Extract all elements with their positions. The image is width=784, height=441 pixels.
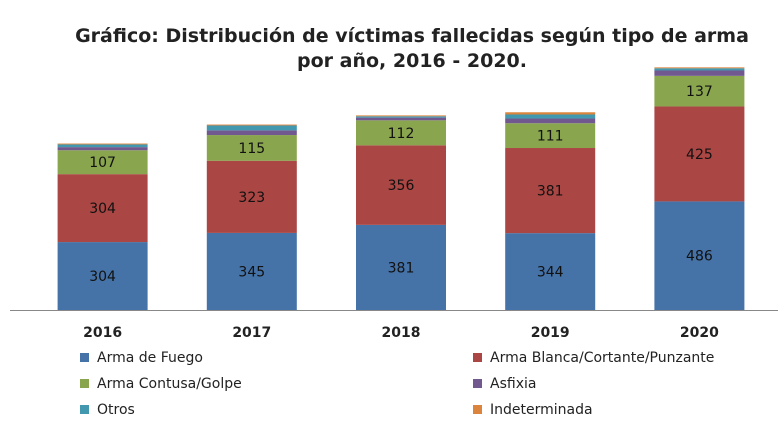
- bar-segment: [356, 145, 446, 225]
- legend-item: Indeterminada: [473, 402, 593, 418]
- bar-segment: [206, 124, 297, 126]
- bar-segment: [206, 125, 297, 131]
- bar-segment: [505, 118, 596, 124]
- bar-segment: [654, 67, 745, 69]
- bar-stack-2017: 345 323 115: [206, 124, 297, 310]
- bar-segment: [206, 160, 297, 233]
- bar-segment: [505, 148, 596, 234]
- data-label: 381: [388, 260, 415, 276]
- bar-segment: [206, 135, 297, 161]
- bar-segment: [356, 117, 446, 121]
- bar-segment: [654, 70, 745, 76]
- bar-segment: [505, 114, 596, 119]
- bar-segment: [206, 130, 297, 136]
- legend-label: Arma Contusa/Golpe: [97, 376, 242, 392]
- chart-title: Gráfico: Distribución de víctimas fallec…: [75, 25, 749, 72]
- bar-segment: [505, 123, 596, 149]
- bar-segment: [654, 106, 745, 202]
- bar-stack-2018: 381 356 112: [356, 115, 446, 310]
- x-tick-label: 2017: [232, 325, 271, 341]
- data-label: 304: [89, 269, 116, 285]
- legend-item: Arma Contusa/Golpe: [80, 376, 242, 392]
- bar-segment: [505, 233, 596, 310]
- bar-segment: [206, 232, 297, 310]
- x-tick-labels: 2016 2017 2018 2019 2020: [83, 325, 719, 341]
- bar-segment: [356, 115, 446, 117]
- data-label: 381: [537, 184, 564, 200]
- bar-segment: [57, 242, 148, 310]
- bar-segment: [356, 224, 446, 310]
- bars: 3043041073453231153813561123443811114864…: [57, 67, 745, 310]
- legend-label: Arma de Fuego: [97, 350, 203, 366]
- data-label: 115: [238, 141, 265, 157]
- data-label: 107: [89, 155, 116, 171]
- data-label: 356: [388, 178, 415, 194]
- chart-title-line-2: por año, 2016 - 2020.: [297, 50, 527, 72]
- x-tick-label: 2016: [83, 325, 122, 341]
- chart-title-line-1: Gráfico: Distribución de víctimas fallec…: [75, 25, 749, 47]
- data-label: 304: [89, 201, 116, 217]
- bar-segment: [356, 116, 446, 118]
- legend-swatch: [473, 379, 482, 388]
- data-label: 345: [238, 264, 265, 280]
- legend-item: Asfixia: [473, 376, 536, 392]
- bar-stack-2020: 486 425 137: [654, 67, 745, 310]
- bar-segment: [57, 143, 148, 145]
- bar-stack-2016: 304 304 107: [57, 143, 148, 310]
- data-label: 486: [686, 249, 713, 265]
- bar-stack-2019: 344 381 111: [505, 112, 596, 310]
- data-label: 425: [686, 147, 713, 163]
- bar-segment: [57, 150, 148, 175]
- legend-swatch: [80, 353, 89, 362]
- data-label: 112: [388, 126, 415, 142]
- legend-item: Arma Blanca/Cortante/Punzante: [473, 350, 714, 366]
- bar-segment: [654, 75, 745, 107]
- x-tick-label: 2020: [680, 325, 719, 341]
- bar-segment: [57, 144, 148, 148]
- bar-segment: [57, 174, 148, 243]
- legend-label: Asfixia: [490, 376, 536, 392]
- bar-segment: [654, 201, 745, 310]
- bar-segment: [57, 147, 148, 151]
- legend-label: Arma Blanca/Cortante/Punzante: [490, 350, 714, 366]
- bar-segment: [654, 68, 745, 71]
- data-label: 323: [238, 190, 265, 206]
- legend-swatch: [473, 353, 482, 362]
- legend-swatch: [80, 379, 89, 388]
- x-tick-label: 2019: [531, 325, 570, 341]
- data-label: 344: [537, 265, 564, 281]
- bar-segment: [356, 120, 446, 146]
- data-label: 137: [686, 84, 713, 100]
- legend-label: Indeterminada: [490, 402, 593, 418]
- legend-swatch: [473, 405, 482, 414]
- legend-label: Otros: [97, 402, 135, 418]
- legend: Arma de Fuego Arma Blanca/Cortante/Punzan…: [80, 350, 714, 418]
- legend-item: Otros: [80, 402, 135, 418]
- bar-segment: [505, 112, 596, 115]
- x-tick-label: 2018: [382, 325, 421, 341]
- legend-item: Arma de Fuego: [80, 350, 203, 366]
- legend-swatch: [80, 405, 89, 414]
- data-label: 111: [537, 129, 564, 145]
